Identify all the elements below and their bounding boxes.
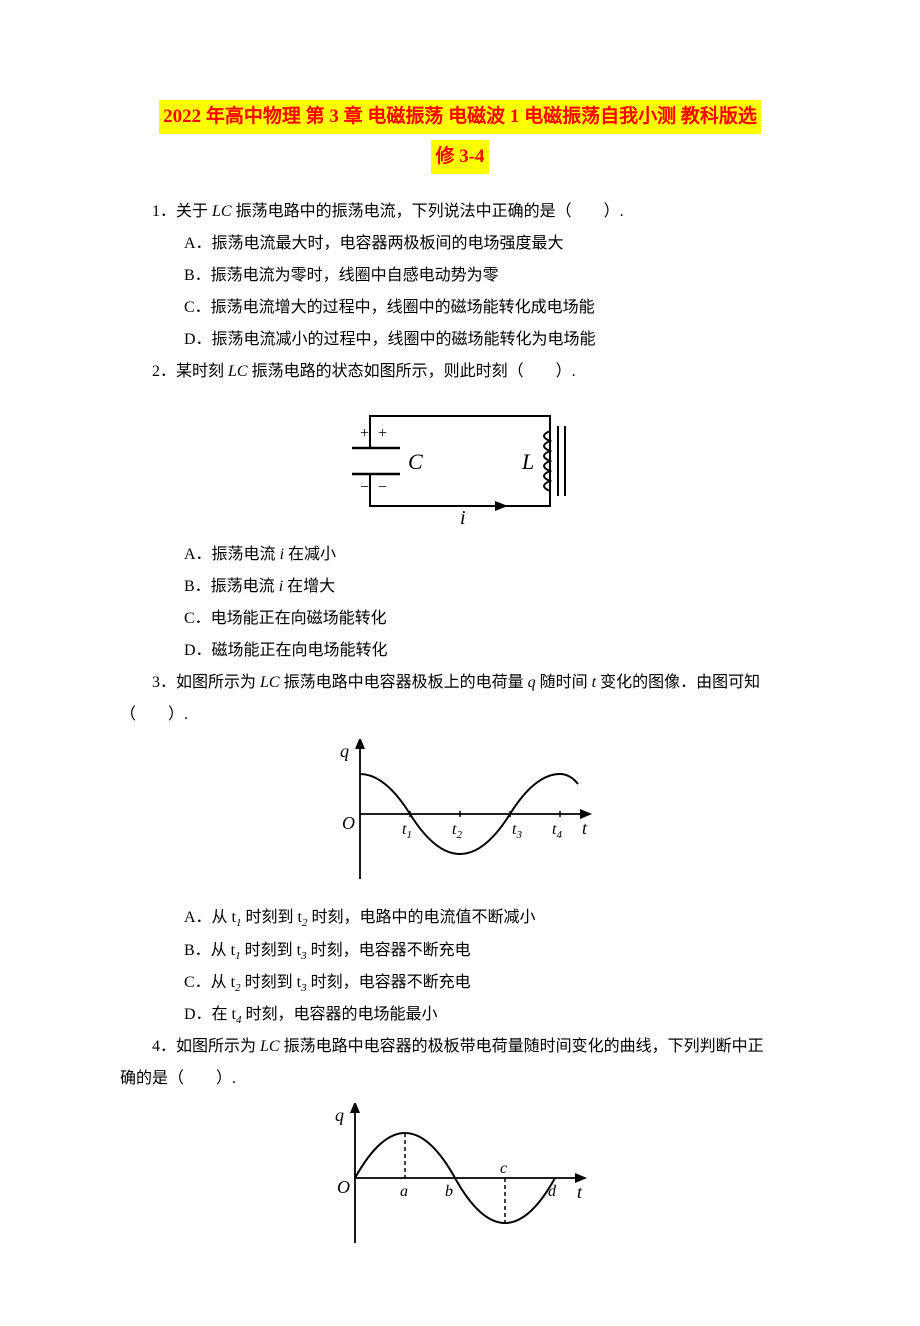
svg-text:+: + [378, 425, 387, 442]
b-label: b [445, 1183, 453, 1200]
svg-text:−: − [378, 479, 387, 496]
svg-text:−: − [360, 479, 369, 496]
q2-optD: D．磁场能正在向电场能转化 [120, 635, 800, 667]
svg-text:+: + [360, 425, 369, 442]
q2-figure: + + − − C L i [120, 396, 800, 531]
L-label: L [521, 449, 534, 474]
q-axis-label-4: q [335, 1105, 344, 1125]
d-label: d [548, 1183, 557, 1200]
q4-figure: q t O a b c d [120, 1103, 800, 1258]
svg-text:t3: t3 [512, 821, 522, 841]
title-line1: 2022 年高中物理 第 3 章 电磁振荡 电磁波 1 电磁振荡自我小测 教科版… [159, 100, 761, 134]
q3-optA: A．从 t1 时刻到 t2 时刻，电路中的电流值不断减小 [120, 902, 800, 934]
q2-stem: 2．某时刻 LC 振荡电路的状态如图所示，则此时刻（ ）. [120, 356, 800, 388]
q1-optA: A．振荡电流最大时，电容器两极板间的电场强度最大 [120, 228, 800, 260]
q1-stem: 1．关于 LC 振荡电路中的振荡电流，下列说法中正确的是（ ）. [120, 196, 800, 228]
t-axis-label-4: t [577, 1182, 583, 1202]
q3-stem-b: （ ）. [120, 699, 800, 731]
q3-figure: q t O t1 t2 t3 t4 [120, 739, 800, 894]
q3-optD: D．在 t4 时刻，电容器的电场能最小 [120, 999, 800, 1031]
O-label-4: O [337, 1177, 350, 1197]
q3-optB: B．从 t1 时刻到 t3 时刻，电容器不断充电 [120, 935, 800, 967]
c-label: c [500, 1160, 507, 1177]
C-label: C [408, 449, 423, 474]
q4-stem-b: 确的是（ ）. [120, 1063, 800, 1095]
a-label: a [400, 1183, 408, 1200]
q2-optB: B．振荡电流 i 在增大 [120, 571, 800, 603]
title-block: 2022 年高中物理 第 3 章 电磁振荡 电磁波 1 电磁振荡自我小测 教科版… [120, 100, 800, 180]
q3-stem: 3．如图所示为 LC 振荡电路中电容器极板上的电荷量 q 随时间 t 变化的图像… [120, 667, 800, 699]
O-label: O [342, 813, 355, 833]
svg-text:t4: t4 [552, 821, 562, 841]
q1-optB: B．振荡电流为零时，线圈中自感电动势为零 [120, 260, 800, 292]
svg-text:t2: t2 [452, 821, 462, 841]
q-axis-label: q [340, 741, 349, 761]
q3-optC: C．从 t2 时刻到 t3 时刻，电容器不断充电 [120, 967, 800, 999]
q2-optA: A．振荡电流 i 在减小 [120, 539, 800, 571]
q4-stem: 4．如图所示为 LC 振荡电路中电容器的极板带电荷量随时间变化的曲线，下列判断中… [120, 1031, 800, 1063]
title-line2: 修 3-4 [431, 140, 488, 174]
q2-optC: C．电场能正在向磁场能转化 [120, 603, 800, 635]
q1-optC: C．振荡电流增大的过程中，线圈中的磁场能转化成电场能 [120, 292, 800, 324]
i-label: i [460, 507, 466, 526]
svg-text:t1: t1 [402, 821, 412, 841]
q1-optD: D．振荡电流减小的过程中，线圈中的磁场能转化为电场能 [120, 324, 800, 356]
t-axis-label: t [582, 818, 588, 838]
